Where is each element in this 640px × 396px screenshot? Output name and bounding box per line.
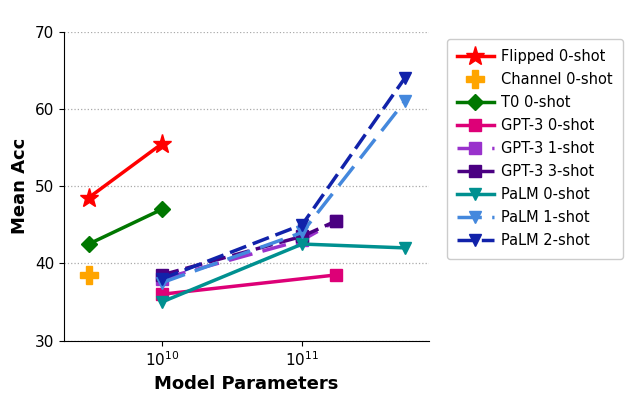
Legend: Flipped 0-shot, Channel 0-shot, T0 0-shot, GPT-3 0-shot, GPT-3 1-shot, GPT-3 3-s: Flipped 0-shot, Channel 0-shot, T0 0-sho…	[447, 39, 623, 259]
Y-axis label: Mean Acc: Mean Acc	[12, 138, 29, 234]
X-axis label: Model Parameters: Model Parameters	[154, 375, 339, 392]
